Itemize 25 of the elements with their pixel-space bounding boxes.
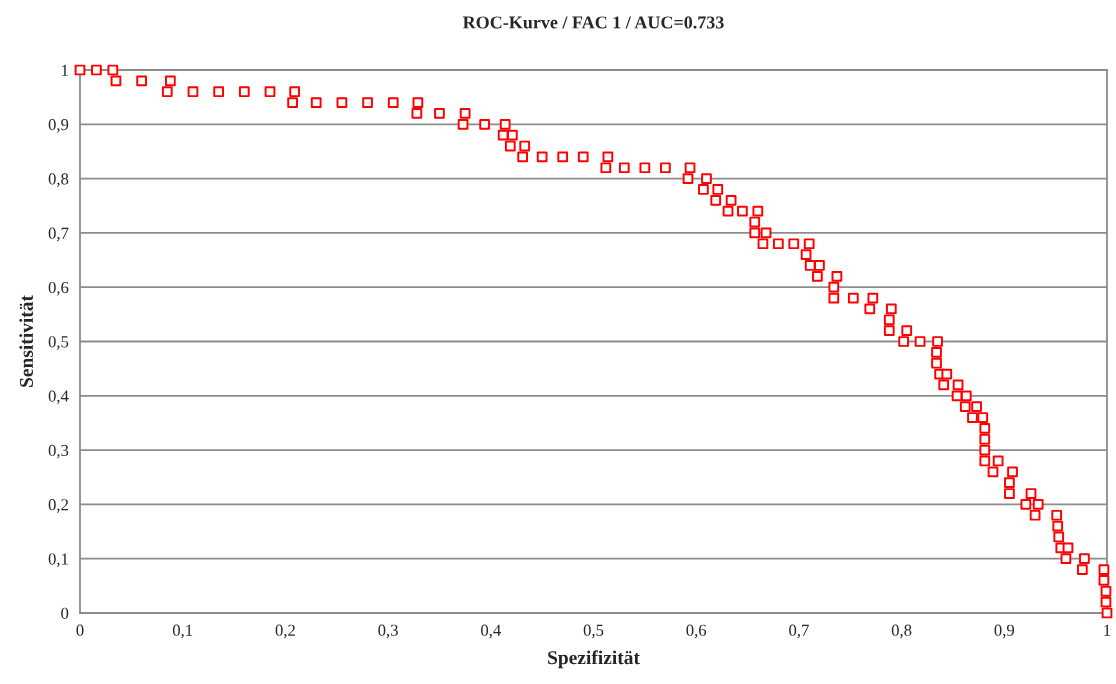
x-tick-label: 0 (76, 624, 84, 636)
y-axis-title: Sensitivität (19, 295, 33, 387)
x-tick-label: 0,9 (994, 624, 1015, 639)
y-tick-label: 0,2 (48, 499, 68, 513)
x-tick-label: 0,1 (172, 624, 193, 639)
y-tick-label: 0,8 (48, 173, 69, 187)
y-tick-label: 0,9 (48, 119, 69, 133)
x-tick-label: 0,2 (275, 624, 295, 639)
y-tick-label: 0,3 (48, 444, 69, 459)
x-tick-label: 0,5 (583, 624, 604, 639)
x-tick-label: 0,7 (789, 624, 809, 639)
x-axis-title: Spezifizität (548, 650, 640, 669)
y-tick-label: 0,7 (48, 227, 69, 242)
y-tick-label: 0,4 (48, 390, 69, 405)
x-tick-label: 0,8 (891, 624, 912, 639)
y-tick-label: 0,6 (48, 281, 69, 296)
x-tick-label: 0,4 (481, 624, 501, 639)
x-tick-label: 0,3 (378, 624, 398, 639)
chart-title: ROC-Kurve / FAC 1 / AUC=0.733 (462, 16, 724, 29)
y-tick-label: 0 (61, 607, 69, 619)
y-tick-label: 0,1 (48, 553, 68, 568)
y-tick-label: 0,5 (48, 336, 69, 350)
x-tick-label: 0,6 (686, 624, 707, 639)
x-tick-label: 1 (1104, 624, 1111, 636)
y-tick-label: 1 (62, 64, 68, 76)
